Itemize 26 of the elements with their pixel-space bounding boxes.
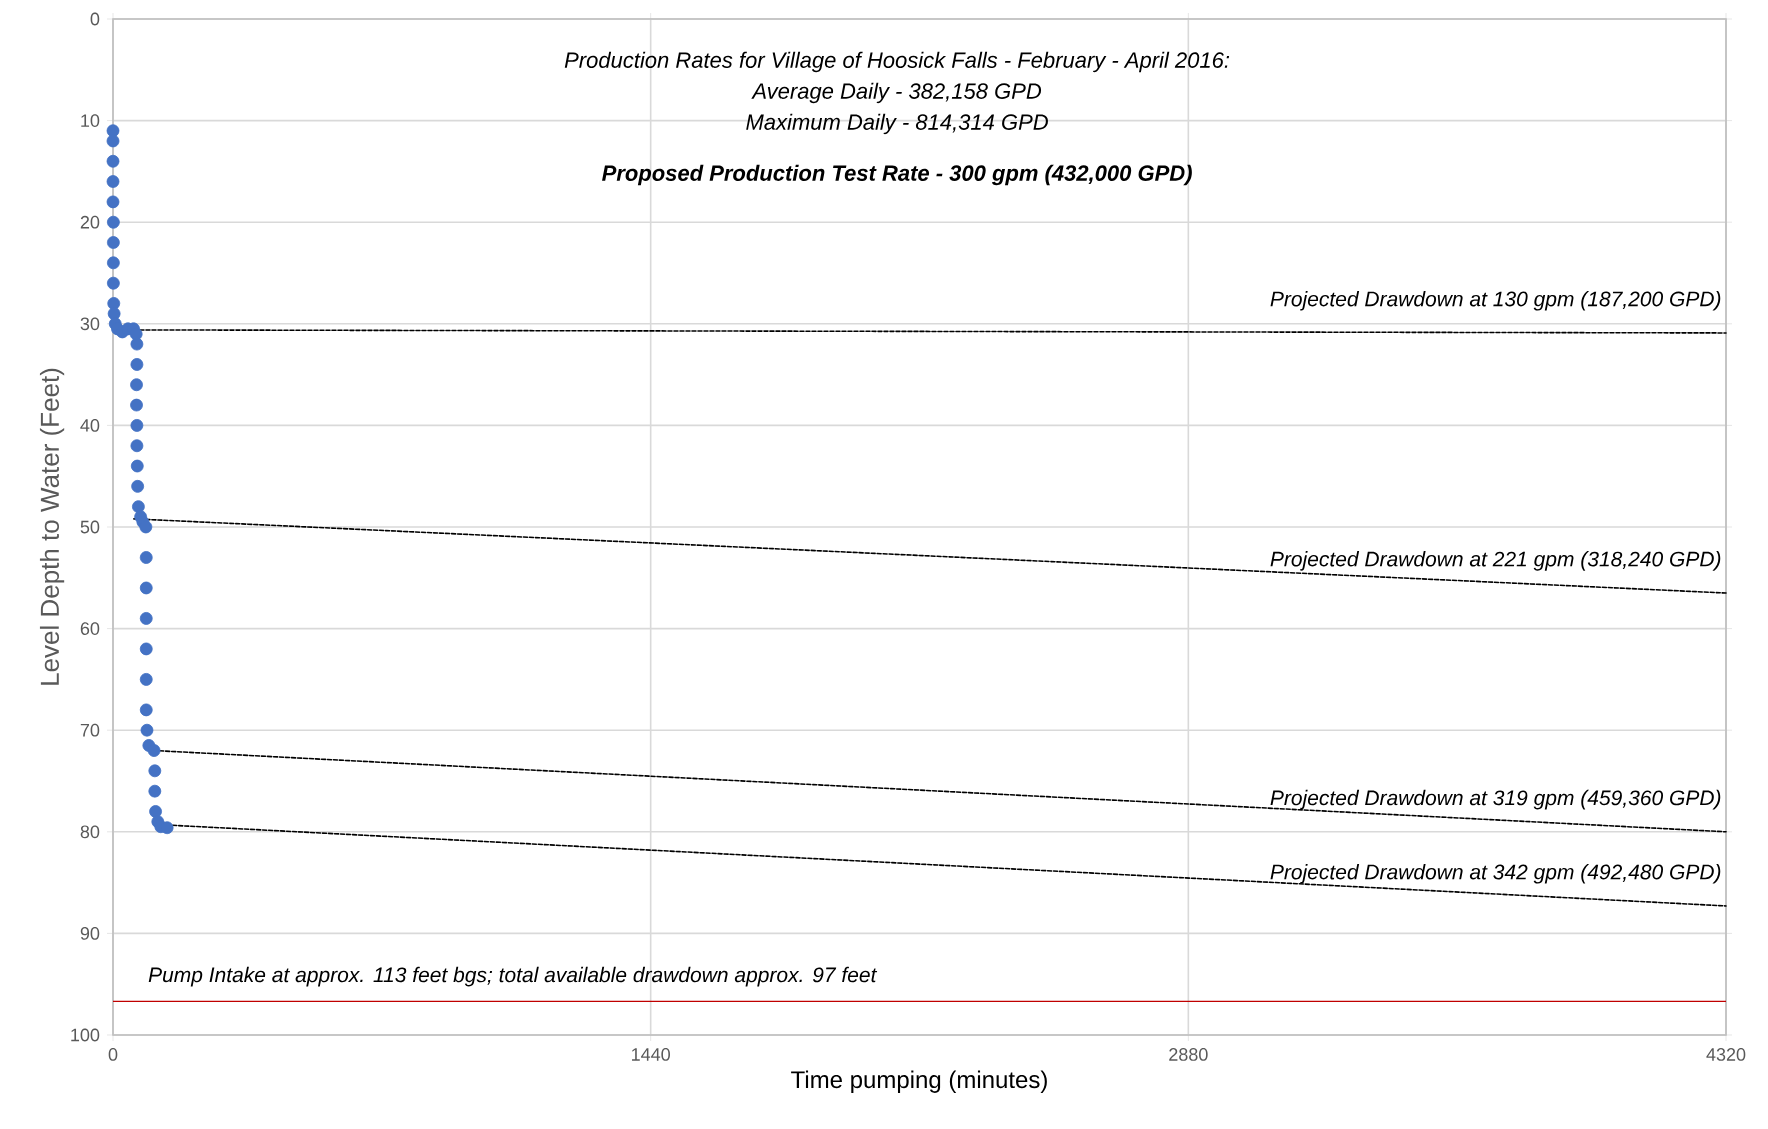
series-label: Projected Drawdown at 130 gpm (187,200 GPD) [1270,290,1721,311]
y-tick-label: 30 [80,317,100,331]
annotation: Production Rates for Village of Hoosick Falls - February - April 2016: [564,51,1230,73]
series-label: Projected Drawdown at 221 gpm (318,240 GPD) [1270,551,1721,571]
x-tick-label: 0 [108,1048,118,1061]
x-tick-label: 4320 [1706,1048,1746,1061]
annotation: Average Daily - 382,158 GPD [751,82,1042,104]
y-tick-label: 50 [80,520,100,534]
ref-line-label: Pump Intake at approx. 113 feet bgs; total available drawdown approx. 97 feet [148,966,878,987]
y-tick-label: 70 [80,723,100,737]
y-tick-label: 10 [81,114,100,127]
y-tick-label: 40 [80,419,100,432]
y-tick-label: 80 [80,825,100,839]
y-axis-title: Level Depth to Water (Feet) [39,368,65,685]
series-label: Projected Drawdown at 319 gpm (459,360 GPD) [1270,789,1721,810]
x-tick-label: 2880 [1169,1048,1208,1061]
y-tick-label: 20 [80,215,100,229]
annotation: Maximum Daily - 814,314 GPD [746,113,1048,135]
y-tick-label: 60 [80,622,100,635]
y-tick-label: 90 [80,927,100,940]
x-axis-title: Time pumping (minutes) [791,1070,1047,1093]
x-tick-label: 1440 [632,1048,670,1061]
annotation: Proposed Production Test Rate - 300 gpm (432,000 GPD) [602,164,1192,186]
series-label: Projected Drawdown at 342 gpm (492,480 GPD) [1270,864,1721,884]
y-tick-label: 0 [90,12,100,26]
y-tick-label: 100 [71,1028,100,1042]
